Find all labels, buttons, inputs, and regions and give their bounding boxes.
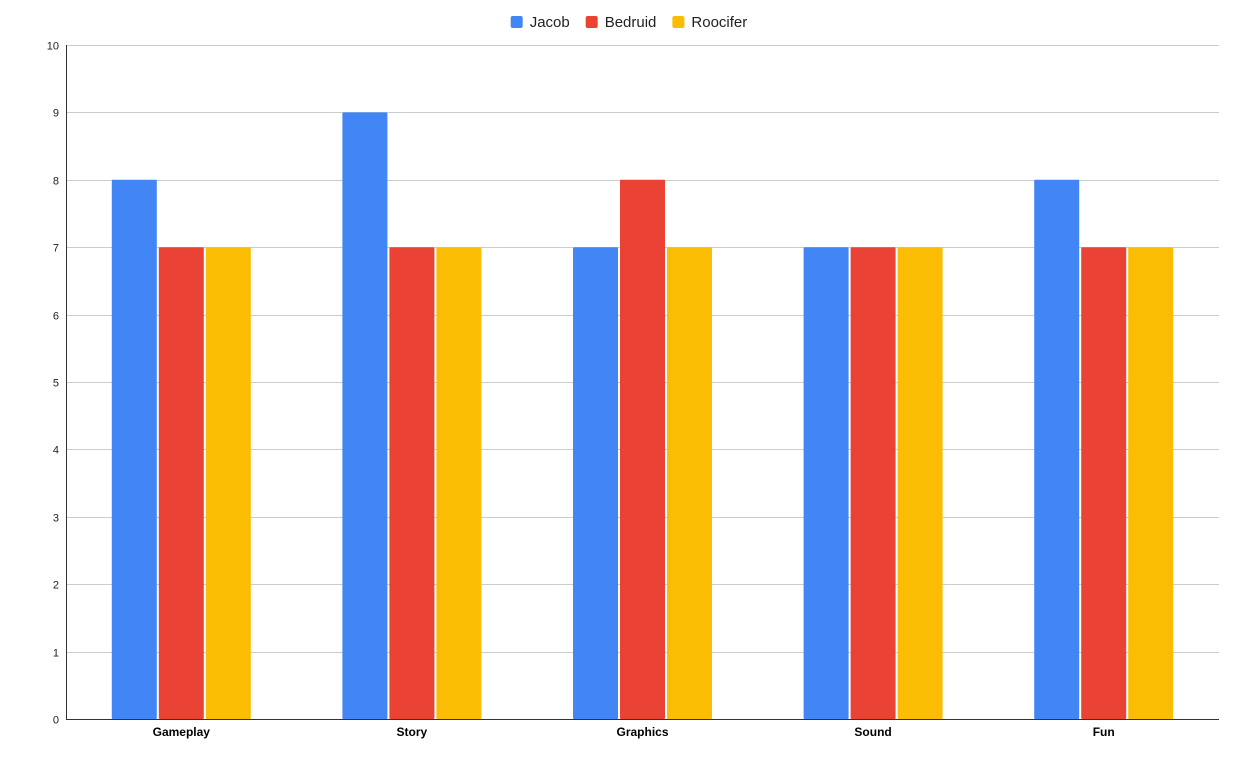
legend-label: Roocifer xyxy=(691,14,747,31)
y-tick-label: 2 xyxy=(53,580,59,592)
bar xyxy=(158,247,204,719)
y-tick-label: 8 xyxy=(53,176,59,188)
y-tick-label: 10 xyxy=(47,41,59,53)
bar xyxy=(573,247,618,719)
y-axis-ticks: 0 1 2 3 4 5 6 7 8 9 10 xyxy=(47,41,59,727)
bar xyxy=(342,112,388,719)
bar xyxy=(389,247,435,719)
y-tick-label: 6 xyxy=(53,311,59,323)
legend: Jacob Bedruid Roocifer xyxy=(510,14,747,31)
bar xyxy=(1081,247,1127,719)
bars xyxy=(111,112,1174,720)
legend-label: Bedruid xyxy=(605,14,657,31)
bar xyxy=(620,179,665,720)
legend-swatch xyxy=(585,16,598,28)
x-tick-label: Fun xyxy=(1093,725,1115,739)
x-tick-label: Gameplay xyxy=(153,725,211,739)
y-tick-label: 5 xyxy=(53,378,59,390)
x-tick-label: Story xyxy=(397,725,428,739)
x-tick-label: Graphics xyxy=(616,725,668,739)
bar xyxy=(803,247,849,719)
legend-swatch xyxy=(672,16,685,28)
bar xyxy=(897,247,943,719)
bar xyxy=(111,179,157,720)
bar xyxy=(667,247,712,719)
y-tick-label: 3 xyxy=(53,513,59,525)
y-tick-label: 7 xyxy=(53,243,59,255)
bar xyxy=(850,247,896,719)
y-tick-label: 0 xyxy=(53,715,59,727)
x-tick-label: Sound xyxy=(854,725,891,739)
bar xyxy=(1034,179,1080,720)
axes xyxy=(66,45,1219,720)
bar xyxy=(205,247,251,719)
bar xyxy=(1128,247,1174,719)
bar xyxy=(436,247,482,719)
x-axis-ticks: Gameplay Story Graphics Sound Fun xyxy=(153,725,1115,739)
y-tick-label: 4 xyxy=(53,445,59,457)
legend-label: Jacob xyxy=(530,14,570,31)
y-tick-label: 1 xyxy=(53,648,59,660)
y-tick-label: 9 xyxy=(53,108,59,120)
legend-swatch xyxy=(510,16,523,28)
